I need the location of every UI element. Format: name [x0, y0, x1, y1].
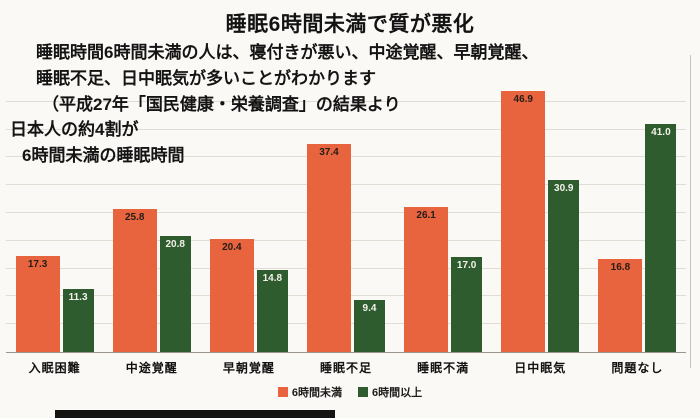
bar-value-label: 20.8	[165, 239, 185, 251]
category-label: 中途覚醒	[125, 361, 178, 375]
category-label: 入眠困難	[28, 361, 81, 375]
bar-group: 20.4 14.8 早朝覚醒	[200, 74, 297, 375]
bar-value-label: 9.4	[362, 302, 377, 314]
bar-series-0: 25.8	[112, 208, 157, 352]
legend-swatch	[277, 387, 288, 397]
bar-groups: 17.3 11.3 入眠困難 25.8 20.8 中途覚醒 20.4 14.8 早朝覚醒 37.4…	[6, 74, 686, 375]
bar-series-0: 16.8	[598, 258, 643, 352]
bar-chart-plot-area: 17.3 11.3 入眠困難 25.8 20.8 中途覚醒 20.4 14.8 早朝覚醒 37.4…	[6, 74, 686, 375]
legend-label: 6時間以上	[372, 387, 423, 399]
bar-value-label: 14.8	[262, 272, 283, 284]
bar-series-0: 46.9	[501, 91, 546, 352]
category-label: 睡眠不満	[417, 361, 470, 375]
bar-series-0: 26.1	[404, 206, 449, 352]
annotation-line: 睡眠時間6時間未満の人は、寝付きが悪い、中途覚醒、早朝覚醒、	[36, 43, 539, 62]
bar-value-label: 25.8	[124, 211, 145, 223]
gridline	[6, 128, 686, 130]
bar-value-label: 30.9	[554, 183, 574, 195]
legend-swatch	[358, 387, 368, 397]
bar-value-label: 20.4	[222, 241, 242, 253]
legend-item: 6時間未満	[277, 384, 342, 400]
bar-series-1: 11.3	[62, 289, 94, 352]
category-label: 早朝覚醒	[222, 361, 275, 375]
bar-group: 46.9 30.9 日中眠気	[492, 74, 589, 375]
chart-legend: 6時間未満 6時間以上	[0, 384, 700, 400]
bar-value-label: 17.3	[27, 258, 48, 270]
legend-label: 6時間未満	[291, 387, 342, 399]
bar-group: 17.3 11.3 入眠困難	[6, 74, 103, 375]
bar-group: 25.8 20.8 中途覚醒	[103, 74, 200, 375]
bar-series-0: 20.4	[209, 238, 254, 352]
bar-value-label: 46.9	[513, 94, 533, 106]
chart-title: 睡眠6時間未満で質が悪化	[225, 13, 475, 36]
bar-series-1: 9.4	[353, 299, 385, 352]
bar-value-label: 17.0	[456, 260, 477, 272]
bar-series-1: 17.0	[451, 257, 483, 352]
category-label: 問題なし	[611, 361, 664, 375]
bar-value-label: 16.8	[610, 261, 631, 273]
bar-value-label: 11.3	[68, 292, 88, 304]
scan-artifact-bottom-strip	[55, 410, 335, 418]
legend-item: 6時間以上	[358, 384, 422, 400]
bar-value-label: 37.4	[319, 147, 339, 159]
bar-series-0: 37.4	[306, 144, 351, 352]
bar-series-1: 41.0	[645, 124, 677, 352]
bar-series-1: 20.8	[159, 236, 191, 352]
bar-value-label: 26.1	[416, 209, 436, 221]
bar-series-1: 30.9	[548, 180, 580, 352]
category-label: 日中眠気	[514, 361, 567, 375]
gridline	[6, 100, 686, 102]
bar-series-1: 14.8	[256, 269, 288, 352]
bar-series-0: 17.3	[15, 255, 60, 352]
category-label: 睡眠不足	[319, 361, 372, 375]
scan-artifact-vertical-line	[690, 55, 691, 368]
bar-group: 16.8 41.0 問題なし	[589, 74, 686, 375]
bar-value-label: 41.0	[651, 127, 671, 139]
bar-group: 26.1 17.0 睡眠不満	[395, 74, 492, 375]
bar-group: 37.4 9.4 睡眠不足	[297, 74, 394, 375]
